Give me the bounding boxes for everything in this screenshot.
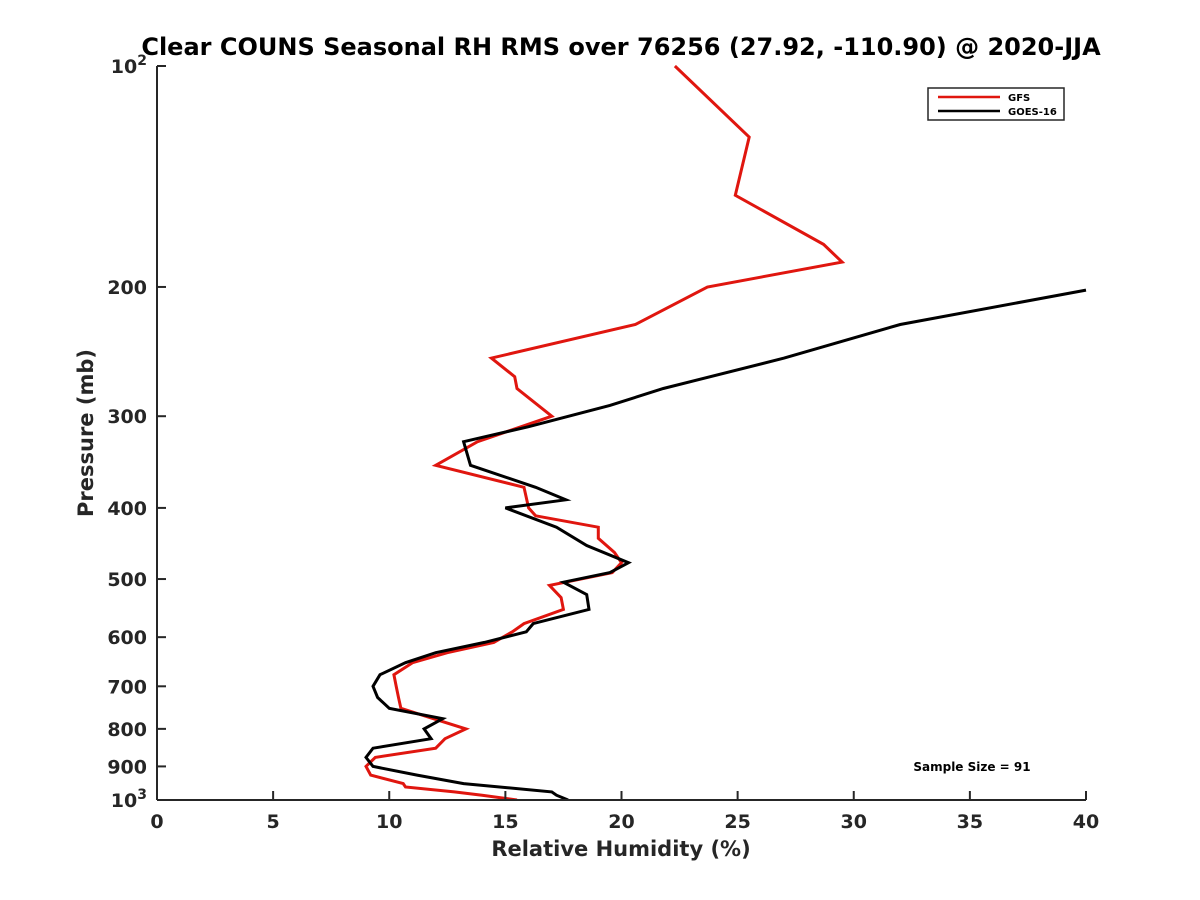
series-layer bbox=[364, 65, 1087, 801]
legend-box bbox=[927, 87, 1065, 121]
y-axis-label: Pressure (mb) bbox=[74, 349, 98, 517]
axes-layer bbox=[156, 66, 1086, 801]
y-tick-label: 300 bbox=[107, 406, 147, 428]
series-line-goes-16 bbox=[364, 288, 1087, 801]
y-tick-label: 700 bbox=[107, 676, 147, 698]
x-tick-label: 35 bbox=[957, 811, 983, 833]
chart-title: Clear COUNS Seasonal RH RMS over 76256 (… bbox=[141, 33, 1101, 61]
x-axis-label: Relative Humidity (%) bbox=[491, 837, 750, 861]
y-tick-label: 103 bbox=[111, 787, 147, 812]
y-tick-label: 102 bbox=[111, 53, 147, 78]
y-tick-label: 900 bbox=[107, 756, 147, 778]
x-tick-label: 10 bbox=[376, 811, 402, 833]
x-tick-label: 25 bbox=[724, 811, 750, 833]
x-tick-label: 40 bbox=[1073, 811, 1099, 833]
legend-label-gfs: GFS bbox=[1008, 93, 1030, 104]
x-tick-label: 30 bbox=[841, 811, 867, 833]
y-tick-label: 600 bbox=[107, 627, 147, 649]
x-ticks: 0 5 10 15 20 25 30 35 40 bbox=[150, 791, 1099, 833]
x-tick-label: 20 bbox=[608, 811, 634, 833]
y-tick-label: 400 bbox=[107, 498, 147, 520]
legend: GFS GOES-16 bbox=[927, 87, 1065, 121]
legend-label-goes-16: GOES-16 bbox=[1008, 107, 1057, 118]
y-tick-label: 800 bbox=[107, 719, 147, 741]
y-tick-label: 500 bbox=[107, 569, 147, 591]
sample-size-annotation: Sample Size = 91 bbox=[913, 760, 1030, 774]
x-tick-label: 0 bbox=[150, 811, 163, 833]
x-tick-label: 15 bbox=[492, 811, 518, 833]
series-line-gfs bbox=[364, 65, 846, 801]
x-tick-label: 5 bbox=[267, 811, 280, 833]
y-ticks: 102 200 300 400 500 600 700 800 900 103 bbox=[107, 53, 166, 812]
y-tick-label: 200 bbox=[107, 277, 147, 299]
